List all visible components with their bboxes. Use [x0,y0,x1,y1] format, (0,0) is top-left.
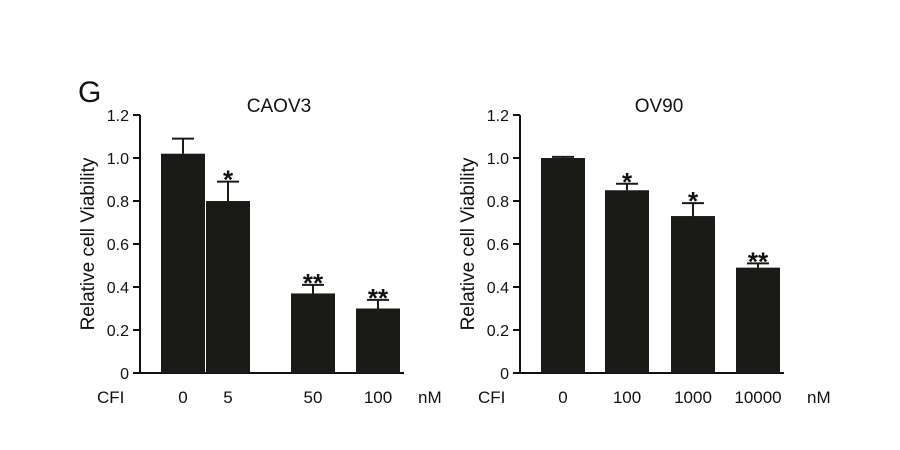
bar [161,153,205,373]
y-tick-label: 0 [500,366,509,383]
y-tick-label: 1.0 [487,151,509,168]
category-label: 0 [178,388,187,407]
significance-marker: * [223,165,234,195]
y-tick-label: 0.6 [107,237,129,254]
bar [206,201,250,373]
category-label: 50 [304,388,323,407]
bar [736,267,780,373]
y-tick-label: 1.0 [107,151,129,168]
bar [605,190,649,373]
chart-caov3: CAOV3 Relative cell Viability 0 0.2 0.4 0.6 0.… [78,96,442,407]
category-label: 0 [558,388,567,407]
y-tick-label: 1.2 [487,108,509,125]
significance-marker: * [622,167,633,197]
bar [291,293,335,373]
x-axis-prefix-label: CFI [97,388,124,407]
y-tick-label: 0.4 [487,280,509,297]
significance-marker: ** [303,268,324,298]
category-label: 100 [613,388,641,407]
chart-title: CAOV3 [247,96,311,117]
y-axis-label: Relative cell Viability [458,157,479,330]
y-axis-label: Relative cell Viability [78,157,99,330]
bar [671,216,715,373]
significance-marker: ** [368,283,389,313]
x-axis-prefix-label: CFI [478,388,505,407]
bar [356,308,400,373]
x-axis-unit-label: nM [418,388,442,407]
y-tick-label: 0.4 [107,280,129,297]
category-label: 5 [223,388,232,407]
y-tick-label: 0.6 [487,237,509,254]
panel-letter: G [78,76,101,109]
category-label: 100 [364,388,392,407]
x-axis-unit-label: nM [807,388,831,407]
bar [541,158,585,373]
y-tick-label: 0.8 [487,194,509,211]
y-tick-label: 1.2 [107,108,129,125]
y-tick-label: 0.2 [107,323,129,340]
y-tick-label: 0.8 [107,194,129,211]
category-label: 1000 [674,388,712,407]
y-tick-label: 0.2 [487,323,509,340]
y-tick-label: 0 [120,366,129,383]
significance-marker: * [688,186,699,216]
significance-marker: ** [748,246,769,276]
chart-ov90: OV90 Relative cell Viability 0 0.2 0.4 0.6 0.8… [458,96,831,407]
chart-title: OV90 [635,96,684,117]
category-label: 10000 [734,388,781,407]
